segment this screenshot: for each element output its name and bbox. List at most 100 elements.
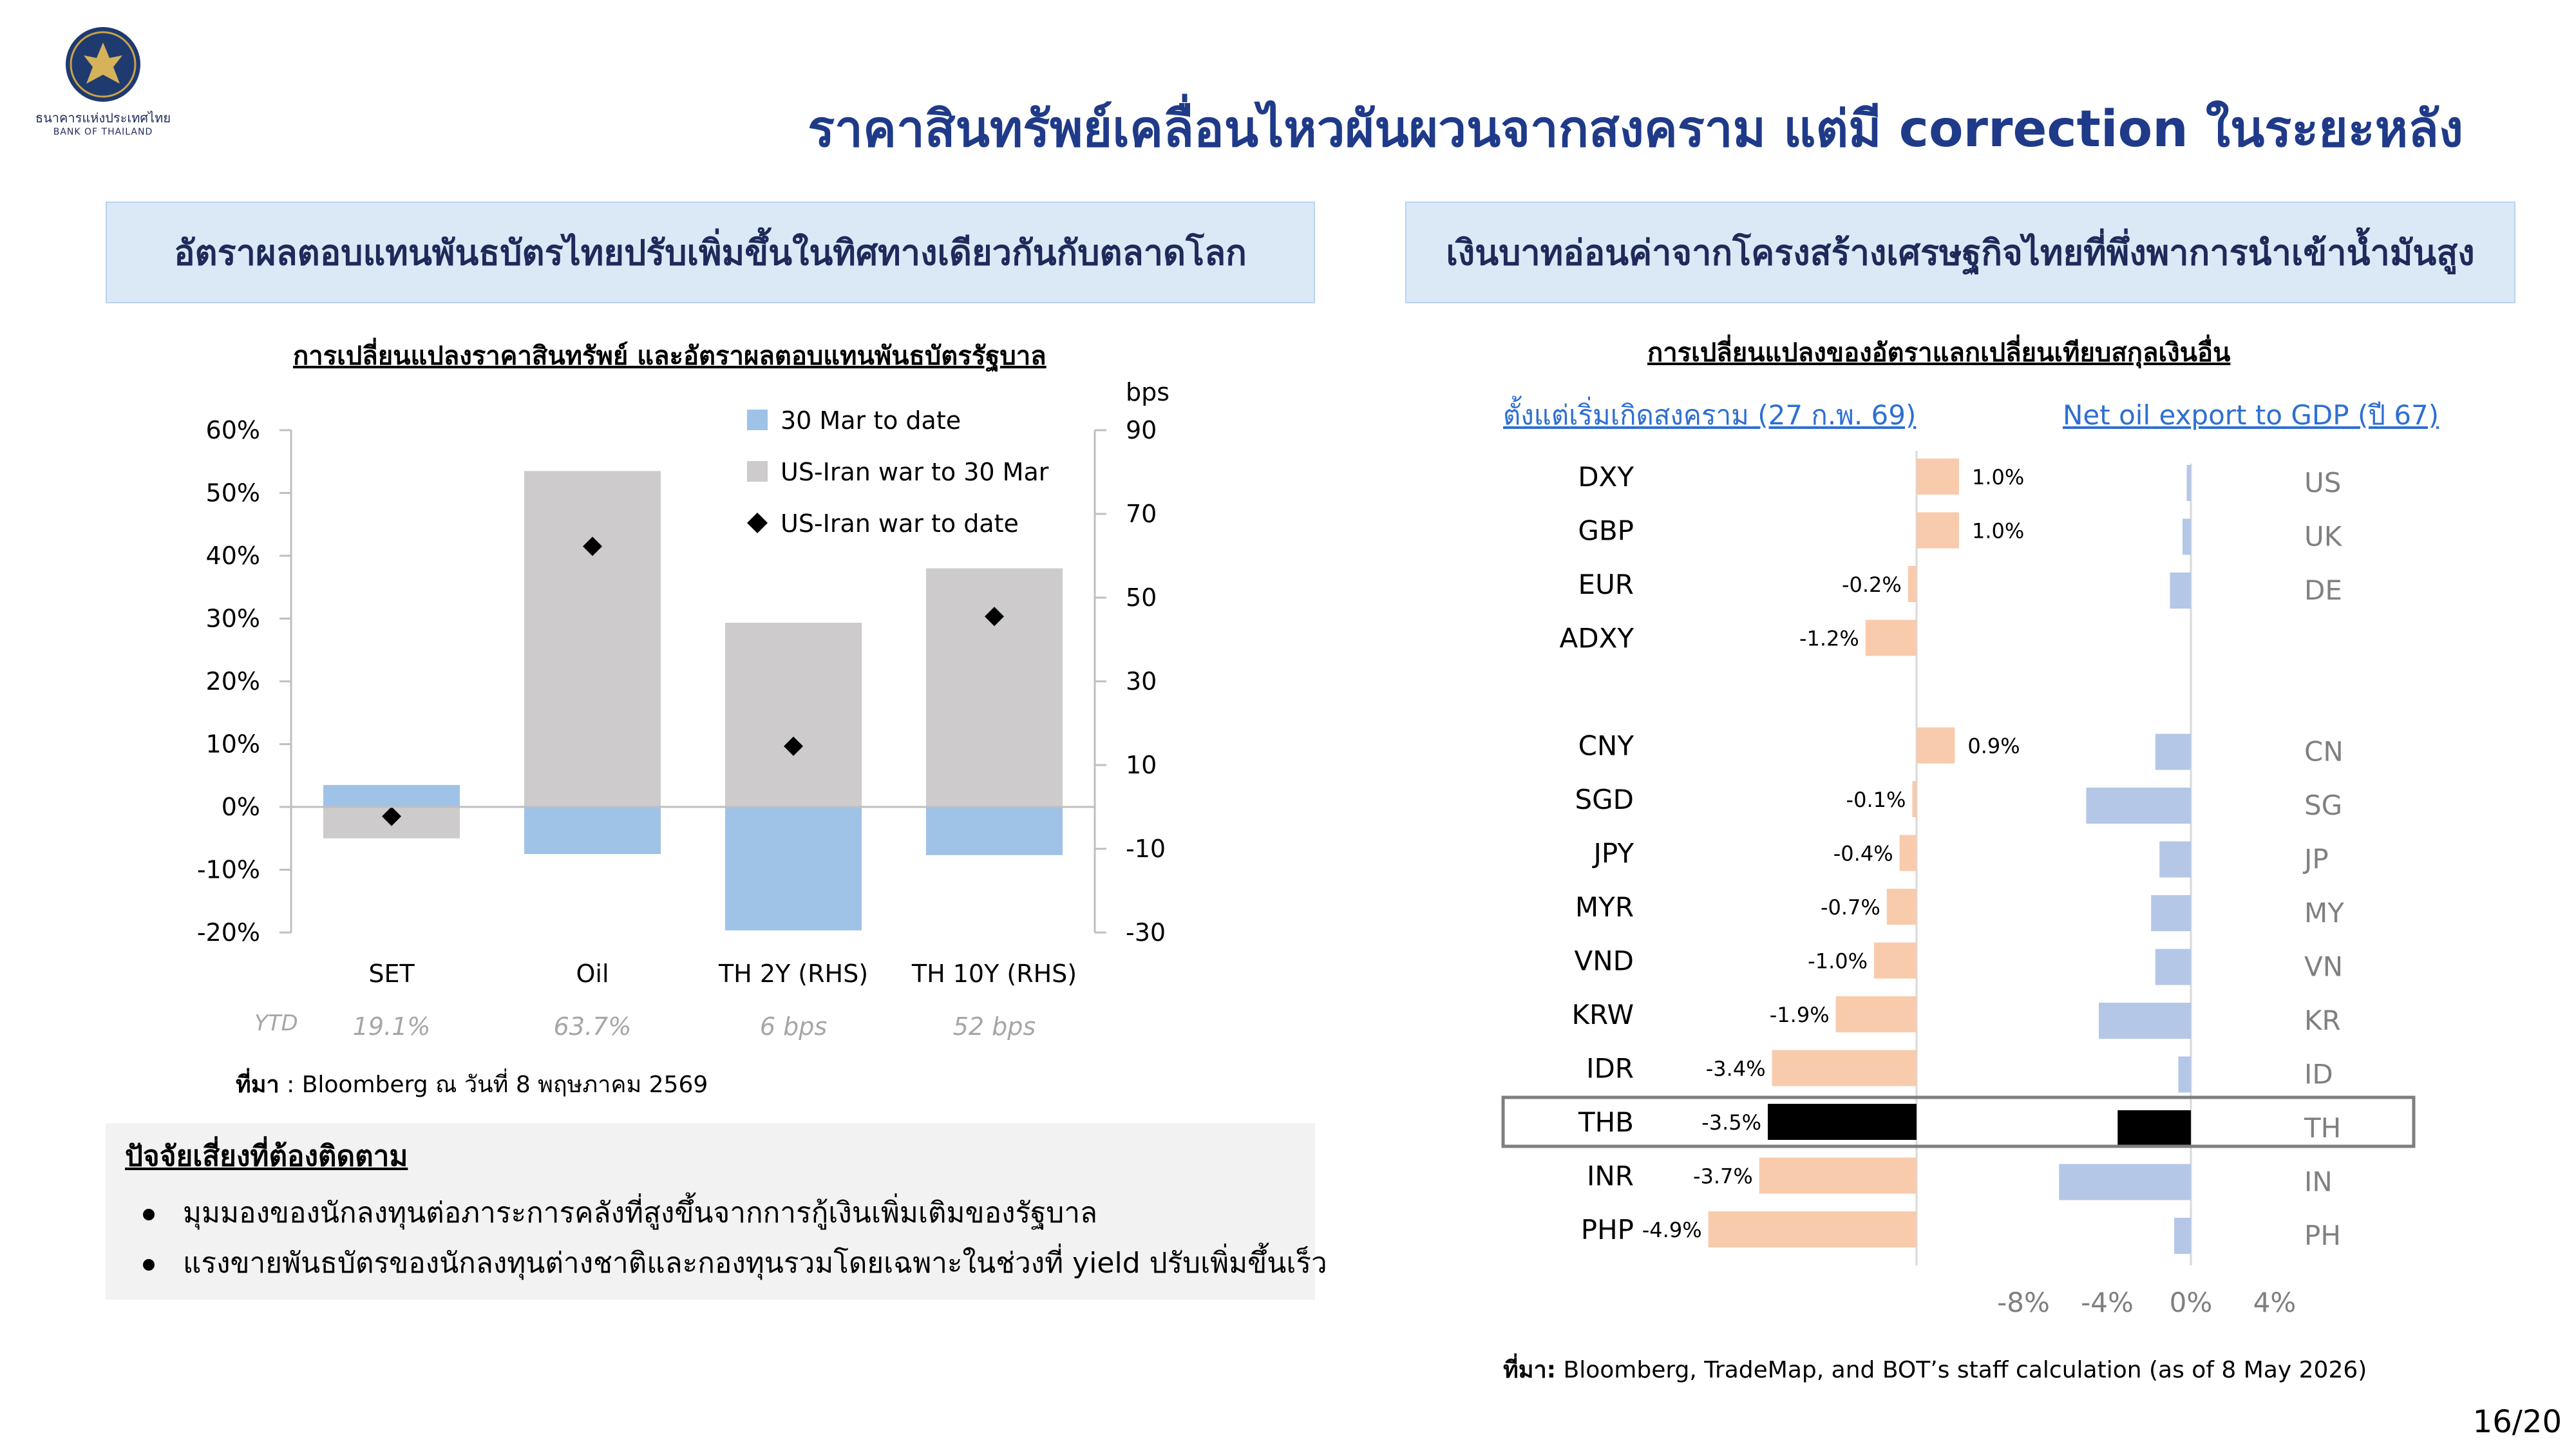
oil-bar bbox=[2178, 1056, 2191, 1093]
fx-category-label: INR bbox=[1587, 1160, 1634, 1192]
diamond-marker bbox=[784, 736, 803, 756]
left-tick-label: 40% bbox=[206, 542, 260, 570]
oil-category-label: US bbox=[2304, 467, 2341, 498]
page-title: ราคาสินทรัพย์เคลื่อนไหวผันผวนจากสงคราม แ… bbox=[808, 100, 2463, 158]
fx-bar bbox=[1708, 1211, 1917, 1247]
fx-category-label: CNY bbox=[1578, 730, 1634, 762]
fx-value-label: -3.5% bbox=[1701, 1110, 1761, 1135]
legend-swatch bbox=[747, 410, 768, 430]
oil-tick-label: -4% bbox=[2081, 1287, 2134, 1318]
left-chart-subtitle: การเปลี่ยนแปลงราคาสินทรัพย์ และอัตราผลตอ… bbox=[293, 341, 1046, 371]
fx-category-label: SGD bbox=[1575, 784, 1634, 815]
oil-bar bbox=[2183, 518, 2191, 555]
risk-item: มุมมองของนักลงทุนต่อภาระการคลังที่สูงขึ้… bbox=[143, 1190, 1097, 1235]
right-tick-label: 30 bbox=[1126, 667, 1157, 696]
bar bbox=[926, 568, 1063, 807]
right-chart-subtitle: การเปลี่ยนแปลงของอัตราแลกเปลี่ยนเทียบสกุ… bbox=[1647, 338, 2231, 368]
fx-category-label: MYR bbox=[1575, 891, 1634, 923]
fx-value-label: -0.7% bbox=[1821, 895, 1880, 920]
fx-value-label: -3.4% bbox=[1706, 1057, 1766, 1081]
fx-bar bbox=[1917, 512, 1959, 549]
oil-category-label: UK bbox=[2304, 521, 2343, 553]
risk-title: ปัจจัยเสี่ยงที่ต้องติดตาม bbox=[125, 1140, 408, 1173]
bar bbox=[926, 807, 1063, 855]
category-label: SET bbox=[368, 960, 415, 988]
left-panel-heading: อัตราผลตอบแทนพันธบัตรไทยปรับเพิ่มขึ้นในท… bbox=[106, 202, 1315, 303]
fx-category-label: GBP bbox=[1578, 515, 1634, 547]
oil-category-label: MY bbox=[2304, 897, 2344, 929]
oil-bar bbox=[2186, 465, 2191, 501]
oil-bar bbox=[2059, 1164, 2191, 1200]
fx-bar bbox=[1865, 620, 1917, 656]
right-tick-label: 90 bbox=[1126, 416, 1157, 444]
oil-column-header: Net oil export to GDP (ปี 67) bbox=[2063, 399, 2439, 431]
oil-tick-label: 0% bbox=[2170, 1287, 2213, 1318]
oil-bar bbox=[2086, 788, 2191, 824]
fx-category-label: THB bbox=[1578, 1106, 1634, 1138]
fx-bar bbox=[1912, 781, 1917, 817]
fx-value-label: -1.9% bbox=[1770, 1003, 1830, 1027]
bar bbox=[725, 807, 862, 931]
oil-category-label: CN bbox=[2304, 736, 2344, 768]
fx-category-label: PHP bbox=[1581, 1214, 1634, 1245]
fx-value-label: -3.7% bbox=[1693, 1164, 1753, 1189]
fx-column-header: ตั้งแต่เริ่มเกิดสงคราม (27 ก.พ. 69) bbox=[1503, 399, 1917, 431]
right-source-label: ที่มา: bbox=[1503, 1357, 1557, 1383]
right-source-text: Bloomberg, TradeMap, and BOT’s staff cal… bbox=[1556, 1357, 2367, 1383]
bot-logo: ธนาคารแห่งประเทศไทย BANK OF THAILAND bbox=[13, 24, 193, 140]
oil-category-label: PH bbox=[2304, 1220, 2341, 1251]
fx-bar bbox=[1835, 996, 1917, 1032]
fx-bar bbox=[1908, 566, 1917, 602]
oil-bar bbox=[2159, 841, 2191, 878]
fx-value-label: -1.0% bbox=[1808, 949, 1868, 974]
oil-category-label: VN bbox=[2304, 951, 2343, 983]
fx-category-label: IDR bbox=[1586, 1053, 1634, 1084]
ytd-value: 19.1% bbox=[353, 1012, 431, 1041]
ytd-value: 52 bps bbox=[953, 1012, 1036, 1041]
right-source: ที่มา: Bloomberg, TradeMap, and BOT’s st… bbox=[1503, 1351, 2367, 1388]
risk-item-text: แรงขายพันธบัตรของนักลงทุนต่างชาติและกองท… bbox=[183, 1247, 1327, 1280]
left-source-text: : Bloomberg ณ วันที่ 8 พฤษภาคม 2569 bbox=[279, 1072, 708, 1098]
legend-swatch bbox=[747, 513, 768, 533]
ytd-label: YTD bbox=[254, 1010, 298, 1036]
fx-category-label: DXY bbox=[1578, 461, 1634, 493]
left-source: ที่มา : Bloomberg ณ วันที่ 8 พฤษภาคม 256… bbox=[236, 1066, 708, 1103]
fx-category-label: EUR bbox=[1578, 569, 1634, 600]
logo-caption-th: ธนาคารแห่งประเทศไทย bbox=[35, 110, 171, 126]
left-tick-label: 30% bbox=[206, 605, 260, 633]
oil-bar bbox=[2155, 734, 2191, 770]
oil-category-label: KR bbox=[2304, 1005, 2341, 1036]
oil-category-label: ID bbox=[2304, 1059, 2333, 1090]
fx-category-label: ADXY bbox=[1560, 623, 1634, 654]
fx-category-label: JPY bbox=[1592, 838, 1634, 869]
left-tick-label: -20% bbox=[197, 918, 260, 947]
oil-tick-label: 4% bbox=[2253, 1287, 2297, 1318]
bar bbox=[725, 623, 862, 807]
fx-category-label: KRW bbox=[1571, 999, 1634, 1030]
right-tick-label: 50 bbox=[1126, 583, 1157, 612]
oil-category-label: JP bbox=[2302, 844, 2329, 875]
fx-value-label: -4.9% bbox=[1642, 1218, 1702, 1242]
category-label: TH 2Y (RHS) bbox=[718, 960, 868, 988]
garuda-seal-icon bbox=[66, 27, 140, 102]
oil-category-label: DE bbox=[2304, 574, 2342, 606]
fx-value-label: 1.0% bbox=[1972, 519, 2024, 544]
fx-bar bbox=[1772, 1050, 1917, 1086]
logo-caption-en: BANK OF THAILAND bbox=[53, 127, 153, 137]
legend-swatch bbox=[747, 461, 768, 482]
fx-category-label: VND bbox=[1575, 945, 1634, 977]
fx-bar bbox=[1917, 727, 1955, 764]
fx-bar bbox=[1886, 889, 1917, 925]
oil-category-label: IN bbox=[2304, 1166, 2333, 1198]
oil-bar bbox=[2170, 573, 2191, 609]
bar bbox=[524, 807, 661, 855]
asset-price-chart: -20% -10% 0% 10% 20% 30% 40% 50% 60% -30 -10 10 30 50… bbox=[197, 378, 1170, 1041]
page-number: 16/20 bbox=[2472, 1404, 2562, 1440]
right-tick-label: 70 bbox=[1126, 500, 1157, 528]
oil-bar bbox=[2155, 949, 2191, 985]
left-tick-label: -10% bbox=[197, 856, 260, 884]
diamond-marker bbox=[583, 536, 602, 556]
highlight-box bbox=[1501, 1095, 2416, 1148]
left-source-label: ที่มา bbox=[236, 1072, 279, 1098]
